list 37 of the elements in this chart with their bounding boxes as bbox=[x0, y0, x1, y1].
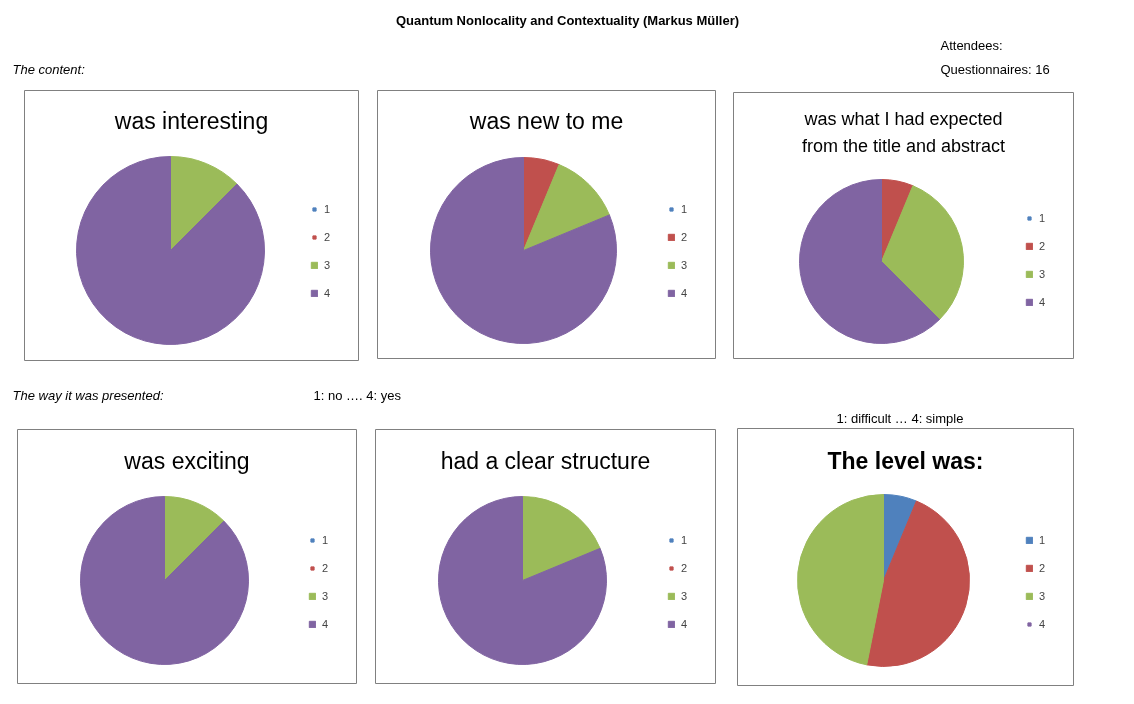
legend-label: 1 bbox=[1039, 211, 1047, 226]
legend-label: 3 bbox=[322, 589, 330, 604]
legend-label: 1 bbox=[324, 202, 332, 217]
legend-label: 3 bbox=[681, 589, 689, 604]
legend-label: 3 bbox=[1039, 589, 1047, 604]
legend-label: 2 bbox=[681, 561, 689, 576]
legend-label: 2 bbox=[1039, 239, 1047, 254]
chart-title: was interesting bbox=[113, 107, 269, 134]
text: Attendees: bbox=[940, 38, 1003, 53]
legend-label: 4 bbox=[324, 286, 332, 301]
text: Questionnaires: 16 bbox=[940, 62, 1050, 77]
legend-label: 1 bbox=[1039, 533, 1047, 548]
legend-label: 3 bbox=[681, 258, 689, 273]
legend-label: 1 bbox=[681, 202, 689, 217]
legend-label: 2 bbox=[324, 230, 332, 245]
chart-title: had a clear structure bbox=[440, 447, 651, 474]
legend-label: 3 bbox=[324, 258, 332, 273]
chart-title: was exciting bbox=[123, 447, 250, 474]
chart-title: The level was: bbox=[827, 447, 984, 474]
legend-label: 4 bbox=[322, 617, 330, 632]
legend-label: 2 bbox=[681, 230, 689, 245]
text: The content: bbox=[12, 62, 86, 77]
legend-label: 2 bbox=[1039, 561, 1047, 576]
legend-label: 2 bbox=[322, 561, 330, 576]
legend-label: 1 bbox=[681, 533, 689, 548]
text: 1: no …. 4: yes bbox=[313, 388, 402, 403]
chart-title: was what I had expected from the title and abstract bbox=[801, 109, 1006, 156]
legend-label: 3 bbox=[1039, 267, 1047, 282]
legend-label: 1 bbox=[322, 533, 330, 548]
text: Quantum Nonlocality and Contextuality (Markus Müller) bbox=[395, 13, 740, 28]
legend-label: 4 bbox=[1039, 617, 1047, 632]
chart-title: was new to me bbox=[468, 107, 624, 134]
text: 1: difficult … 4: simple bbox=[836, 411, 964, 426]
legend-label: 4 bbox=[681, 286, 689, 301]
legend-label: 4 bbox=[681, 617, 689, 632]
legend-label: 4 bbox=[1039, 295, 1047, 310]
text: The way it was presented: bbox=[12, 388, 164, 403]
